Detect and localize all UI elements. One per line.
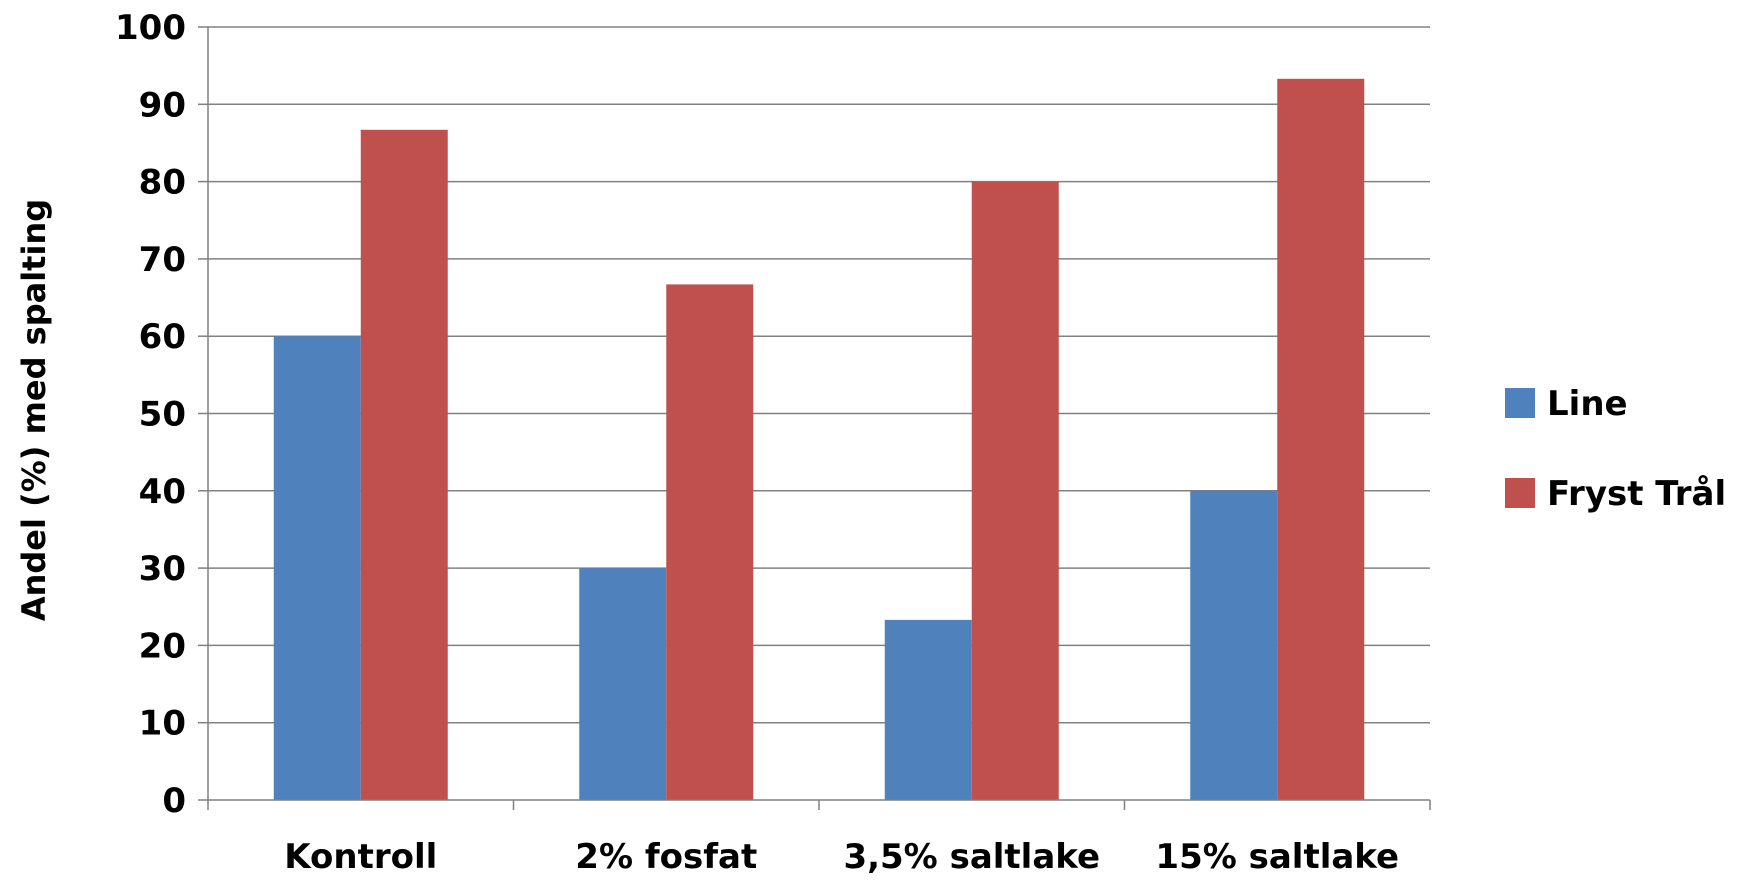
y-tick-label: 40 [139,472,186,512]
x-category-labels: Kontroll 2% fosfat 3,5% saltlake 15% saltla… [284,837,1399,877]
bar-fryst-tral [360,129,448,800]
legend: Line Fryst Trål [1505,384,1726,514]
x-category-label: 3,5% saltlake [843,837,1100,877]
x-category-label: Kontroll [284,837,437,877]
y-tick-label: 90 [139,85,186,125]
x-category-label: 15% saltlake [1155,837,1399,877]
bar-fryst-tral [971,181,1059,801]
y-tick-labels: 0 10 20 30 40 50 60 70 80 90 100 [115,8,186,821]
y-tick-label: 70 [139,240,186,280]
bar-fryst-tral [1277,78,1365,800]
y-tick-label: 0 [162,781,186,821]
bar-line [273,336,361,800]
bar-line [579,568,667,800]
bar-line [884,619,972,800]
bars [273,78,1365,801]
bar-fryst-tral [666,284,754,800]
axes [198,26,1431,810]
y-tick-label: 10 [139,704,186,744]
y-tick-label: 80 [139,163,186,203]
y-axis-title: Andel (%) med spalting [15,199,53,621]
x-category-label: 2% fosfat [575,837,757,877]
legend-label: Line [1547,384,1628,424]
y-tick-label: 30 [139,549,186,589]
legend-swatch [1505,388,1535,418]
y-tick-label: 100 [115,8,186,48]
legend-label: Fryst Trål [1547,474,1726,514]
bar-line [1190,490,1278,800]
y-tick-label: 50 [139,395,186,435]
y-tick-label: 60 [139,317,186,357]
legend-swatch [1505,478,1535,508]
y-tick-label: 20 [139,626,186,666]
